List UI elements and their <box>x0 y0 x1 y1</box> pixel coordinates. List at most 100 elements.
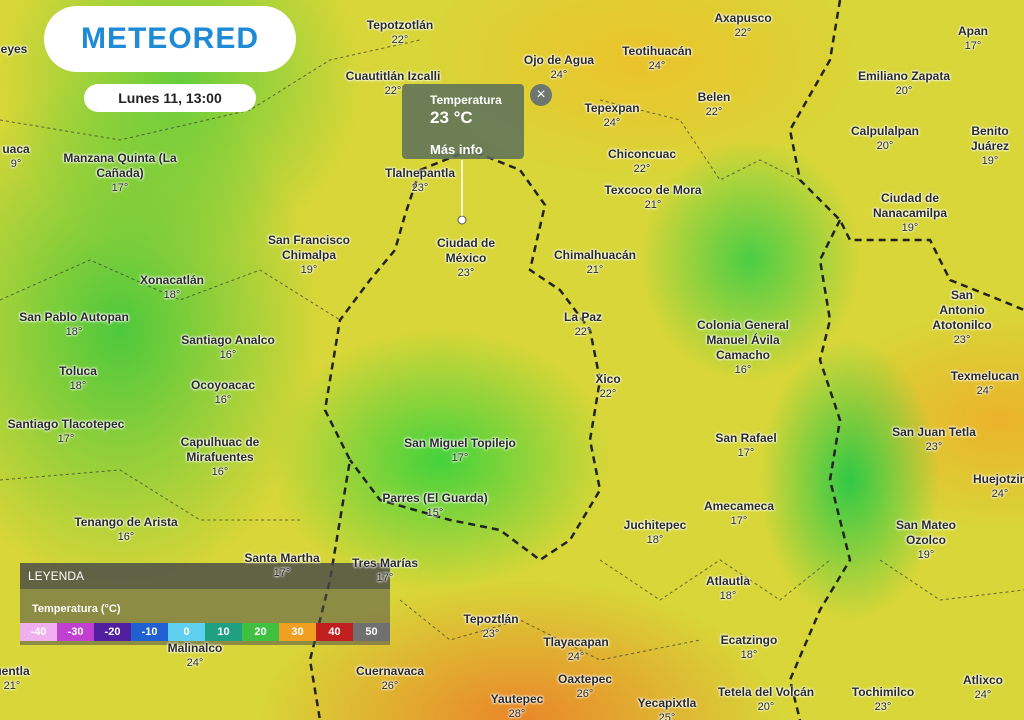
place-name: Ocoyoacac <box>190 378 256 392</box>
place-name: Tenango de Arista <box>74 515 178 529</box>
place-name: Ciudad de Nanacamilpa <box>872 191 948 220</box>
place-label: Yecapixtla 25° <box>638 696 697 720</box>
place-temp: 24° <box>603 117 621 129</box>
place-name: Ecatzingo <box>720 633 778 647</box>
place-temp: 23° <box>925 441 943 453</box>
place-temp: 21° <box>3 680 21 692</box>
place-temp: 22° <box>391 34 409 46</box>
place-name: Capulhuac de Mirafuentes <box>180 435 260 464</box>
place-label: Ciudad de México 23° <box>437 236 495 281</box>
place-name: Ciudad de México <box>436 236 496 265</box>
place-name: La Paz <box>563 310 603 324</box>
legend-stop: 10 <box>205 623 242 641</box>
place-temp: 21° <box>586 264 604 276</box>
legend-subtitle: Temperatura (°C) <box>32 603 121 615</box>
place-temp: 18° <box>65 326 83 338</box>
place-label: Tetela del Volcán 20° <box>718 685 814 715</box>
place-name: uaca <box>2 142 30 156</box>
place-name: Belen <box>697 90 731 104</box>
place-name: Cuautitlán Izcalli <box>345 69 441 83</box>
place-name: eyes <box>0 42 28 56</box>
place-label: Tres Marías 17° <box>352 556 418 586</box>
place-label: Toluca 18° <box>59 364 97 394</box>
place-name: Toluca <box>59 364 97 378</box>
place-label: Tlalnepantla 23° <box>385 166 455 196</box>
place-label: Parres (El Guarda) 15° <box>382 491 487 521</box>
legend: LEYENDA Temperatura (°C) -40 -30 -20 -10 0 10… <box>20 563 390 645</box>
legend-title[interactable]: LEYENDA <box>20 563 390 589</box>
place-name: Atlautla <box>705 574 751 588</box>
place-name: Tochimilco <box>851 685 915 699</box>
place-label: Tochimilco 23° <box>852 685 914 715</box>
place-label: Xico 22° <box>595 372 620 402</box>
more-info[interactable]: Más info <box>430 142 483 157</box>
place-name: Santa Martha <box>244 551 320 565</box>
place-label: Teotihuacán 24° <box>622 44 692 74</box>
place-name: Chimalhuacán <box>553 248 637 262</box>
place-name: Tres Marías <box>351 556 419 570</box>
place-name: Colonia General Manuel Ávila Camacho <box>696 318 790 362</box>
place-temp: 15° <box>426 507 444 519</box>
place-temp: 17° <box>273 567 291 579</box>
place-label: San Mateo Ozolco 19° <box>877 518 975 563</box>
place-name: Ojo de Agua <box>523 53 595 67</box>
place-name: Benito Juárez <box>970 124 1010 153</box>
place-label: Cuernavaca 26° <box>356 664 424 694</box>
place-temp: 22° <box>574 326 592 338</box>
close-button[interactable]: × <box>530 84 552 106</box>
legend-stop: 50 <box>353 623 390 641</box>
place-label: San Antonio Atotonilco 23° <box>931 288 993 348</box>
place-temp: 23° <box>874 701 892 713</box>
place-name: San Pablo Autopan <box>19 310 129 324</box>
legend-stop: 20 <box>242 623 279 641</box>
place-label: Colonia General Manuel Ávila Camacho 16° <box>697 318 789 378</box>
place-temp: 18° <box>646 534 664 546</box>
place-label: Yautepec 28° <box>491 692 544 720</box>
place-name: Axapusco <box>714 11 772 25</box>
place-label: Chiconcuac 22° <box>608 147 676 177</box>
legend-bar: -40 -30 -20 -10 0 10 20 30 40 50 <box>20 623 390 641</box>
place-label: Benito Juárez 19° <box>971 124 1009 169</box>
place-temp: 22° <box>633 163 651 175</box>
place-temp: 23° <box>411 182 429 194</box>
place-temp: 24° <box>648 60 666 72</box>
place-name: Tepoztlán <box>463 612 519 626</box>
place-name: San Rafael <box>715 431 777 445</box>
place-name: Xonacatlán <box>139 273 205 287</box>
place-label: Juchitepec 18° <box>624 518 687 548</box>
place-temp: 26° <box>576 688 594 700</box>
place-name: San Mateo Ozolco <box>895 518 956 547</box>
place-temp: 24° <box>567 651 585 663</box>
place-temp: 24° <box>974 689 992 701</box>
place-label: Atlixco 24° <box>963 673 1003 703</box>
place-name: Tepotzotlán <box>366 18 434 32</box>
place-label: Cuautitlán Izcalli 22° <box>346 69 441 99</box>
place-label: Santiago Tlacotepec 17° <box>8 417 125 447</box>
place-label: Ocoyoacac 16° <box>191 378 255 408</box>
time-label[interactable]: Lunes 11, 13:00 <box>84 84 256 112</box>
place-label: Tlayacapan 24° <box>543 635 608 665</box>
place-temp: 20° <box>876 140 894 152</box>
place-name: Cuernavaca <box>355 664 425 678</box>
place-name: Texmelucan <box>950 369 1020 383</box>
place-label: San Francisco Chimalpa 19° <box>268 233 350 278</box>
place-temp: 16° <box>734 364 752 376</box>
place-temp: 16° <box>219 349 237 361</box>
place-temp: 23° <box>953 334 971 346</box>
popup: Temperatura 23 °C Más info <box>402 84 524 159</box>
place-label: Huejotzin 24° <box>973 472 1024 502</box>
place-temp: 21° <box>644 199 662 211</box>
place-label: San Rafael 17° <box>715 431 776 461</box>
place-label: Apan 17° <box>958 24 988 54</box>
place-name: Xico <box>595 372 621 386</box>
place-temp: 23° <box>457 267 475 279</box>
place-label: uentla 21° <box>0 664 30 694</box>
place-label: Tepotzotlán 22° <box>367 18 433 48</box>
place-temp: 17° <box>730 515 748 527</box>
place-temp: 22° <box>734 27 752 39</box>
place-name: San Francisco Chimalpa <box>267 233 351 262</box>
place-temp: 19° <box>981 155 999 167</box>
place-label: Ecatzingo 18° <box>721 633 778 663</box>
logo[interactable]: METEORED <box>44 6 296 72</box>
